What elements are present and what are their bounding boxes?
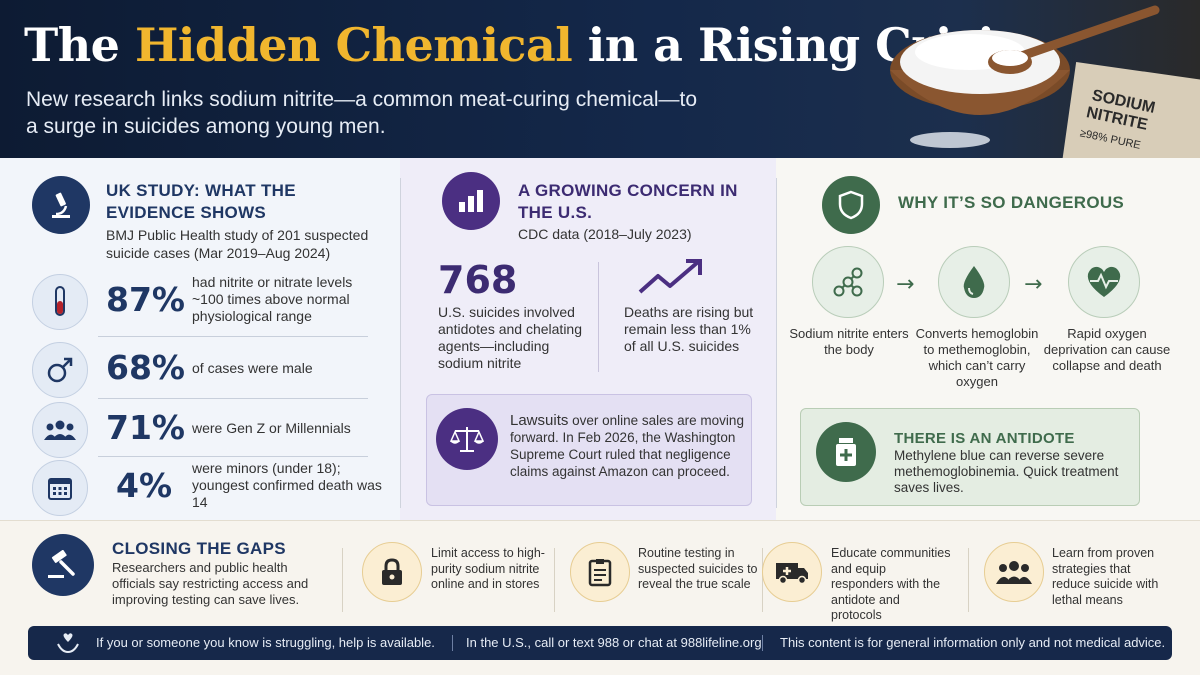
- gap-item-text: Routine testing in suspected suicides to…: [638, 546, 758, 591]
- us-concern-subtitle: CDC data (2018–July 2023): [518, 226, 692, 242]
- ambulance-icon: [762, 542, 822, 602]
- page-subtitle: New research links sodium nitrite—a comm…: [26, 88, 698, 138]
- gap-item-text: Educate communities and equip responders…: [831, 546, 951, 622]
- antidote-title: THERE IS AN ANTIDOTE: [894, 430, 1075, 447]
- blood-drop-icon: [938, 246, 1010, 318]
- closing-gaps-text: Researchers and public health officials …: [112, 560, 309, 607]
- people-icon: [32, 402, 88, 458]
- trend-description: Deaths are rising but remain less than 1…: [624, 304, 754, 354]
- rising-trend-icon: [638, 259, 702, 294]
- flow-arrow: →: [896, 272, 915, 297]
- page-title: The Hidden Chemical in a Rising Crisis: [24, 18, 1020, 72]
- lawsuit-body: over online sales are moving forward. In…: [510, 413, 744, 479]
- flow-arrow: →: [1024, 272, 1043, 297]
- lock-icon: [362, 542, 422, 602]
- divider: [968, 548, 969, 612]
- stat-value: 4%: [116, 466, 173, 505]
- disclaimer: This content is for general information …: [780, 635, 1166, 650]
- shield-icon: [822, 176, 880, 234]
- divider: [400, 178, 401, 508]
- divider: [762, 635, 763, 651]
- gap-item-text: Limit access to high-purity sodium nitri…: [431, 546, 545, 591]
- lawsuit-lead: Lawsuits: [510, 412, 569, 429]
- divider: [98, 398, 368, 399]
- header-banner: The Hidden Chemical in a Rising Crisis N…: [0, 0, 1200, 158]
- clipboard-icon: [570, 542, 630, 602]
- stat-row: 68% of cases were male: [32, 338, 372, 398]
- stat-description: were minors (under 18); youngest confirm…: [192, 460, 382, 510]
- scales-of-justice-icon: [436, 408, 498, 470]
- us-suicide-count: 768: [438, 258, 518, 302]
- molecule-icon: [812, 246, 884, 318]
- stat-row: 87% had nitrite or nitrate levels ~100 t…: [32, 270, 372, 330]
- stat-value: 87%: [106, 280, 185, 319]
- lifeline-contact[interactable]: In the U.S., call or text 988 or chat at…: [466, 635, 762, 650]
- medicine-bottle-icon: [816, 422, 876, 482]
- bar-chart-icon: [442, 172, 500, 230]
- uk-study-title: UK STUDY: WHAT THE EVIDENCE SHOWS: [106, 181, 296, 222]
- divider: [554, 548, 555, 612]
- flow-step-text: Sodium nitrite enters the body: [789, 326, 909, 357]
- test-tube-icon: [32, 274, 88, 330]
- microscope-icon: [32, 176, 90, 234]
- closing-gaps-title: CLOSING THE GAPS: [112, 539, 286, 558]
- calendar-icon: [32, 460, 88, 516]
- stat-value: 68%: [106, 348, 185, 387]
- antidote-text: Methylene blue can reverse severe methem…: [894, 448, 1119, 495]
- divider: [98, 456, 368, 457]
- heartbeat-icon: [1068, 246, 1140, 318]
- flow-step-text: Converts hemoglobin to methemoglobin, wh…: [915, 326, 1039, 389]
- flow-step-text: Rapid oxygen deprivation can cause colla…: [1043, 326, 1171, 373]
- divider: [452, 635, 453, 651]
- lawsuit-text: Lawsuits over online sales are moving fo…: [510, 412, 746, 480]
- uk-study-subtitle: BMJ Public Health study of 201 suspected…: [106, 227, 369, 261]
- stat-description: of cases were male: [192, 360, 313, 376]
- male-symbol-icon: [32, 342, 88, 398]
- group-icon: [984, 542, 1044, 602]
- helping-hands-heart-icon: [57, 633, 79, 654]
- divider: [98, 336, 368, 337]
- danger-title: WHY IT’S SO DANGEROUS: [898, 193, 1125, 212]
- stat-description: were Gen Z or Millennials: [192, 420, 351, 436]
- title-part-1: The: [24, 18, 120, 72]
- gavel-icon: [32, 534, 94, 596]
- stat-value: 71%: [106, 408, 185, 447]
- help-message: If you or someone you know is struggling…: [96, 635, 435, 650]
- divider: [598, 262, 599, 372]
- gap-item-text: Learn from proven strategies that reduce…: [1052, 546, 1159, 607]
- title-highlight: Hidden Chemical: [134, 18, 573, 72]
- stat-row: 4% were minors (under 18); youngest conf…: [32, 456, 382, 516]
- divider: [342, 548, 343, 612]
- divider: [776, 178, 777, 508]
- help-footer-bar: If you or someone you know is struggling…: [28, 626, 1172, 660]
- us-count-description: U.S. suicides involved antidotes and che…: [438, 304, 582, 371]
- stat-row: 71% were Gen Z or Millennials: [32, 398, 372, 458]
- us-concern-title: A GROWING CONCERN IN THE U.S.: [518, 181, 738, 222]
- sodium-nitrite-bowl-image: SODIUM NITRITE ≥98% PURE: [890, 5, 1200, 158]
- stat-description: had nitrite or nitrate levels ~100 times…: [192, 274, 353, 324]
